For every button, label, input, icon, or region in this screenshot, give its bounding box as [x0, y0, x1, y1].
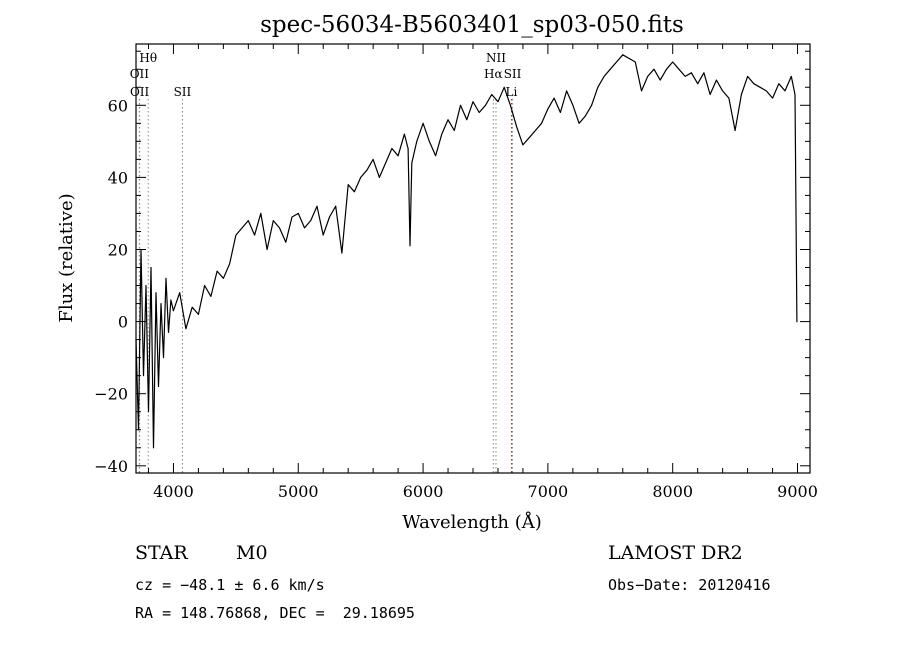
redshift-velocity: cz = −48.1 ± 6.6 km/s: [135, 576, 325, 594]
chart-title: spec-56034-B5603401_sp03-050.fits: [260, 12, 684, 38]
line-marker-label: SII: [504, 67, 522, 81]
line-marker-label: Li: [506, 85, 518, 99]
y-tick-label: 60: [108, 96, 128, 115]
y-tick-label: 40: [108, 168, 128, 187]
x-tick-label: 7000: [528, 482, 569, 501]
x-axis-label: Wavelength (Å): [402, 511, 542, 533]
y-tick-label: −20: [94, 385, 128, 404]
spectrum-line: [135, 54, 798, 449]
x-tick-label: 8000: [652, 482, 693, 501]
line-marker-label: SII: [174, 85, 192, 99]
plot-frame: [135, 43, 811, 474]
x-tick-label: 6000: [403, 482, 444, 501]
line-marker-label: NII: [486, 51, 506, 65]
y-tick-label: 0: [118, 313, 128, 332]
y-axis-label: Flux (relative): [56, 193, 77, 322]
observation-date: Obs−Date: 20120416: [608, 576, 771, 594]
x-tick-label: 9000: [777, 482, 818, 501]
y-tick-label: −40: [94, 457, 128, 476]
object-class: STAR: [135, 542, 188, 564]
y-tick-label: 20: [108, 240, 128, 259]
survey-name: LAMOST DR2: [608, 542, 743, 564]
line-marker-label: Hθ: [139, 51, 157, 65]
coordinates: RA = 148.76868, DEC = 29.18695: [135, 604, 415, 622]
axis-ticks: 4000 5000 6000 7000 8000 9000 −40 −20 0 20 40 60: [94, 44, 818, 501]
line-marker-label: OII: [130, 85, 150, 99]
line-marker-label: Hα: [484, 67, 503, 81]
line-marker-label: OII: [130, 67, 150, 81]
x-tick-label: 4000: [153, 482, 194, 501]
object-subclass: M0: [236, 542, 268, 564]
x-tick-label: 5000: [278, 482, 319, 501]
